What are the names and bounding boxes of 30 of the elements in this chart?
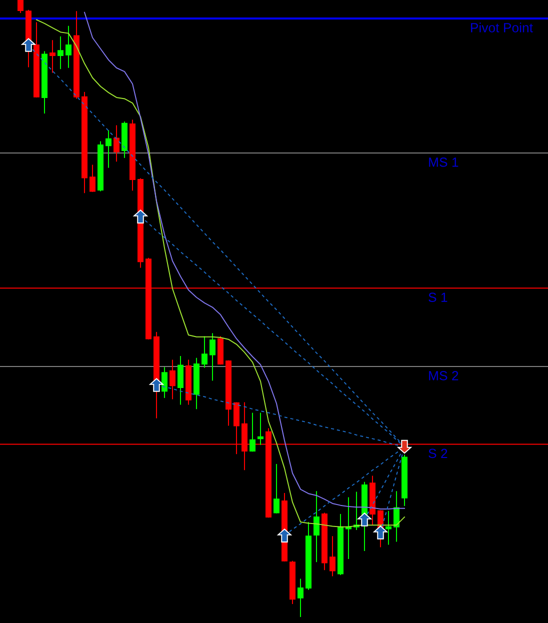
point (374, 526, 388, 540)
candlestick (250, 412, 256, 452)
point (358, 512, 372, 526)
ref-line-label: Pivot Point (471, 22, 533, 32)
candlestick (50, 40, 56, 74)
candlestick (330, 536, 336, 577)
candlestick (178, 356, 184, 406)
candlestick (210, 332, 216, 382)
candlestick (58, 36, 64, 70)
candlestick (202, 336, 208, 368)
candlestick (298, 578, 304, 618)
point (278, 528, 292, 542)
point (134, 210, 148, 224)
candlestick (314, 490, 320, 563)
candlestick (170, 359, 176, 400)
point (398, 440, 412, 454)
ref-line-label: S 2 (428, 448, 448, 458)
ref-line-label: MS 1 (429, 158, 458, 167)
candlestick (258, 412, 264, 446)
candlestick (66, 25, 72, 68)
candlestick (386, 510, 392, 546)
candlestick (106, 130, 112, 168)
candlestick (162, 366, 168, 398)
ref-line-label: MS 2 (429, 371, 458, 380)
candlestick (18, 0, 24, 14)
ref-line-label: S 1 (428, 292, 448, 302)
candlestick (90, 164, 96, 192)
candlestick (114, 124, 120, 162)
point (150, 378, 164, 392)
candlestick (274, 463, 280, 514)
